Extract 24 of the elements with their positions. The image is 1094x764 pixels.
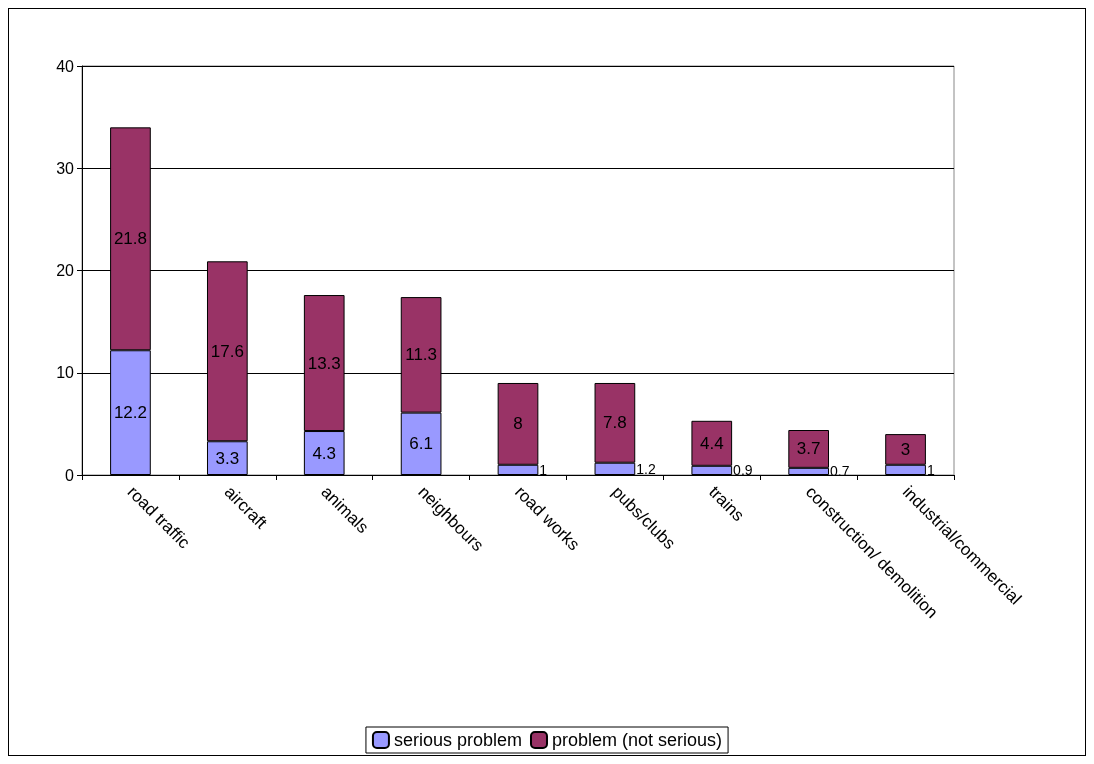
data-label: 8 xyxy=(513,414,523,434)
data-label: 6.1 xyxy=(409,434,433,454)
data-label: 4.3 xyxy=(312,443,337,463)
data-label: 4.4 xyxy=(699,433,724,453)
data-label: 1 xyxy=(926,461,935,478)
legend-label: serious problem xyxy=(393,730,522,750)
y-tick-label: 20 xyxy=(56,262,75,279)
data-label: 11.3 xyxy=(405,345,438,365)
data-label: 13.3 xyxy=(307,353,341,373)
legend-label: problem (not serious) xyxy=(551,730,723,750)
data-label: 1.2 xyxy=(636,460,656,477)
data-label: 7.8 xyxy=(603,413,627,433)
data-label: 12.2 xyxy=(113,403,147,423)
y-tick-label: 10 xyxy=(56,364,75,382)
y-tick-label: 0 xyxy=(65,466,75,484)
data-label: 3.3 xyxy=(215,448,240,468)
y-tick-label: 30 xyxy=(56,159,75,177)
data-label: 1 xyxy=(539,461,548,478)
data-label: 17.6 xyxy=(210,341,244,361)
data-label: 21.8 xyxy=(113,229,147,249)
data-label: 3 xyxy=(900,439,911,459)
data-label: 3.7 xyxy=(796,439,821,459)
data-label: 0.9 xyxy=(733,462,753,479)
y-tick-label: 40 xyxy=(56,57,75,75)
